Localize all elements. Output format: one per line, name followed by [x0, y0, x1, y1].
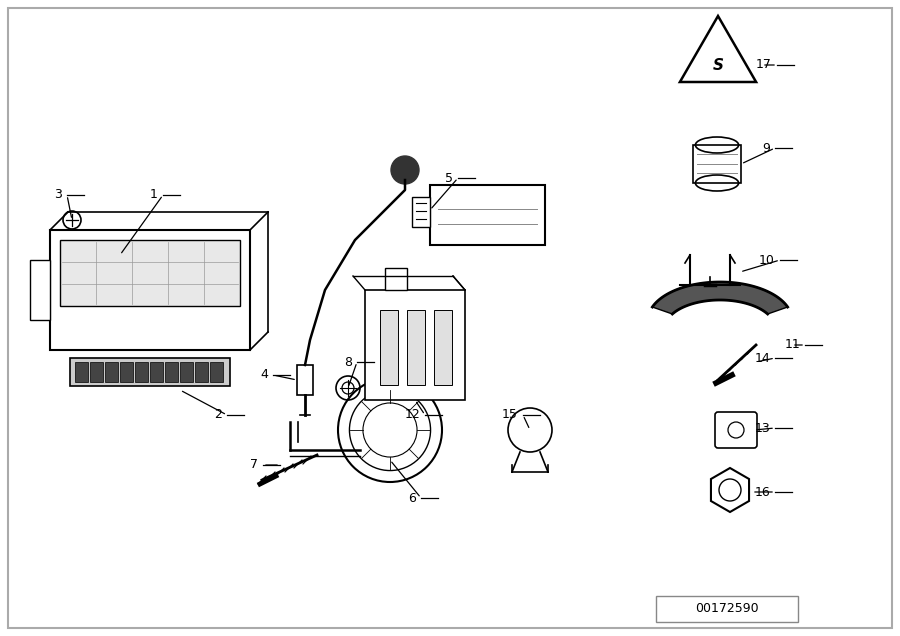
Circle shape [686, 348, 694, 356]
Text: 17: 17 [756, 59, 772, 71]
Bar [693, 145, 741, 183]
Bar [297, 365, 313, 395]
Bar [365, 290, 465, 400]
Text: 1: 1 [150, 188, 158, 202]
Text: 8: 8 [344, 356, 352, 368]
Text: 2: 2 [214, 408, 222, 422]
Bar [30, 260, 50, 320]
Bar [434, 310, 452, 385]
Bar [656, 596, 798, 622]
Text: 4: 4 [260, 368, 268, 382]
Bar [105, 362, 118, 382]
Bar [70, 358, 230, 386]
Text: 3: 3 [54, 188, 62, 202]
Polygon shape [711, 468, 749, 512]
Text: S: S [713, 57, 724, 73]
Bar [50, 230, 250, 350]
Bar [385, 268, 407, 290]
Text: 5: 5 [445, 172, 453, 184]
Text: 10: 10 [759, 254, 775, 266]
Text: 9: 9 [762, 141, 770, 155]
Circle shape [746, 348, 754, 356]
FancyBboxPatch shape [715, 412, 757, 448]
Bar [380, 310, 398, 385]
Text: 14: 14 [754, 352, 770, 364]
Bar [120, 362, 133, 382]
Bar [430, 185, 545, 245]
Bar [412, 197, 430, 227]
Bar [75, 362, 88, 382]
Bar [90, 362, 103, 382]
Polygon shape [652, 282, 788, 314]
Bar [150, 362, 163, 382]
Text: 7: 7 [250, 459, 258, 471]
Bar [210, 362, 223, 382]
Text: 12: 12 [404, 408, 420, 422]
Bar [407, 310, 425, 385]
Text: 11: 11 [784, 338, 800, 352]
Text: 13: 13 [754, 422, 770, 434]
Text: 15: 15 [502, 408, 518, 422]
Bar [60, 240, 240, 306]
Bar [180, 362, 193, 382]
Bar [165, 362, 178, 382]
Text: 16: 16 [754, 485, 770, 499]
Bar [195, 362, 208, 382]
Polygon shape [680, 16, 756, 82]
Text: 6: 6 [408, 492, 416, 504]
Text: 00172590: 00172590 [695, 602, 759, 616]
Bar [135, 362, 148, 382]
Circle shape [391, 156, 419, 184]
